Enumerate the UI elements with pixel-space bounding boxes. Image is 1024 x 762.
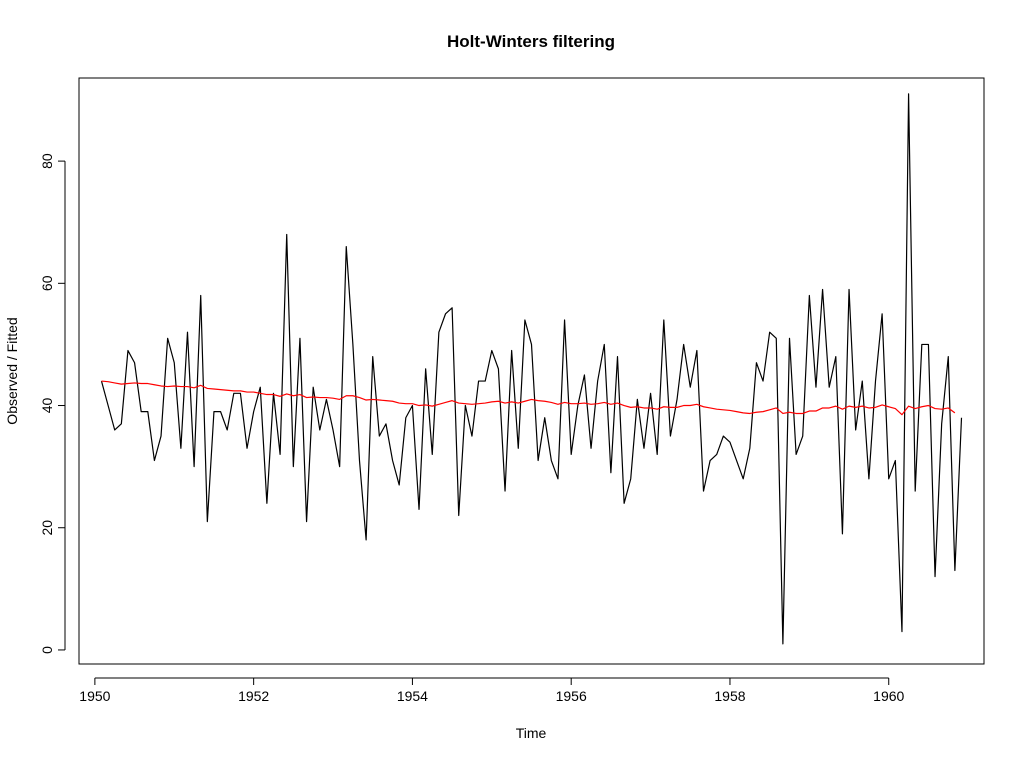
x-tick-label: 1950 (79, 688, 110, 704)
x-axis: 1950 1952 1954 1956 1958 1960 (79, 677, 905, 704)
x-tick-label: 1956 (556, 688, 587, 704)
x-axis-label: Time (516, 725, 547, 741)
y-tick-label: 20 (39, 520, 55, 536)
y-axis-label: Observed / Fitted (4, 317, 20, 424)
x-tick-label: 1952 (238, 688, 269, 704)
x-tick-label: 1954 (397, 688, 428, 704)
fitted-series-line (101, 380, 956, 416)
y-tick-label: 60 (39, 275, 55, 291)
plot-frame (78, 77, 985, 665)
x-tick-label: 1960 (873, 688, 904, 704)
series-layer (100, 93, 963, 645)
y-tick-label: 40 (39, 398, 55, 414)
y-tick-label: 0 (39, 646, 55, 654)
y-tick-label: 80 (39, 153, 55, 169)
y-axis: 0 20 40 60 80 (39, 153, 66, 654)
x-tick-label: 1958 (714, 688, 745, 704)
chart-title: Holt-Winters filtering (447, 32, 615, 51)
observed-series-line (100, 93, 963, 645)
